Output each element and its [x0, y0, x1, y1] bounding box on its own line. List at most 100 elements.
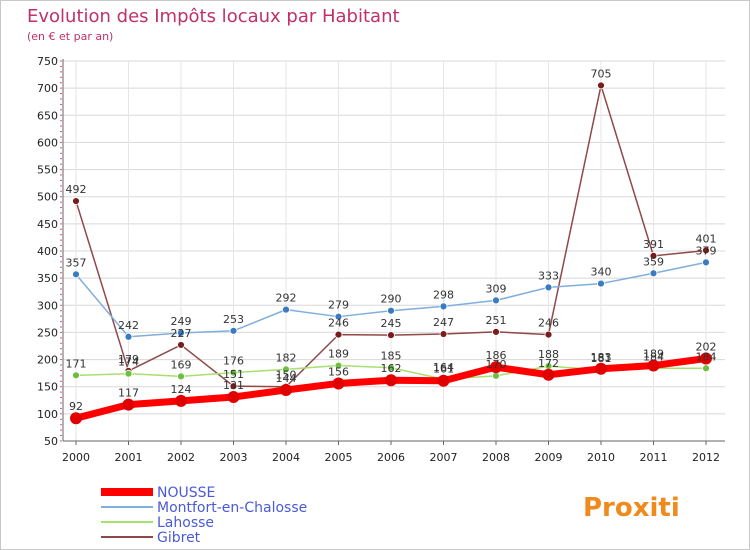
y-tick-label: 700	[37, 82, 58, 95]
data-point	[334, 312, 343, 321]
data-point	[649, 269, 658, 278]
data-label: 290	[381, 293, 402, 306]
data-point	[72, 371, 80, 380]
data-label: 401	[696, 232, 717, 245]
y-tick-label: 550	[37, 164, 58, 177]
y-tick-label: 750	[37, 55, 58, 68]
x-tick-label: 2010	[587, 451, 615, 464]
data-point	[702, 364, 710, 373]
data-label: 170	[486, 358, 507, 371]
data-point	[492, 327, 500, 336]
data-label: 249	[171, 315, 192, 328]
data-label: 245	[381, 317, 402, 330]
y-tick-label: 450	[37, 218, 58, 231]
data-label: 246	[538, 317, 559, 330]
data-point	[702, 258, 710, 267]
data-label: 179	[118, 353, 139, 366]
data-point	[387, 331, 395, 340]
chart-subtitle: (en € et par an)	[27, 30, 114, 43]
data-point	[175, 394, 187, 407]
legend-label: Montfort-en-Chalosse	[157, 500, 307, 516]
data-point	[282, 305, 290, 314]
data-label: 279	[328, 299, 349, 312]
data-point	[334, 361, 343, 370]
data-point	[280, 383, 292, 396]
data-label: 189	[643, 348, 664, 361]
data-label: 162	[381, 362, 402, 375]
data-label: 184	[643, 350, 664, 363]
y-tick-label: 100	[37, 408, 58, 421]
data-label: 251	[486, 314, 507, 327]
data-label: 340	[591, 266, 612, 279]
data-point	[385, 374, 397, 387]
logo-text: Proxiti	[583, 493, 680, 523]
data-point	[177, 372, 185, 381]
data-label: 151	[223, 368, 244, 381]
data-label: 298	[433, 288, 454, 301]
data-point	[437, 374, 450, 387]
data-point	[124, 332, 133, 341]
data-point	[387, 363, 395, 372]
x-tick-label: 2009	[535, 451, 563, 464]
data-label: 156	[328, 365, 349, 378]
chart-title: Evolution des Impôts locaux par Habitant	[27, 6, 400, 27]
data-point	[122, 398, 135, 411]
data-point	[702, 246, 710, 255]
data-point	[334, 330, 343, 339]
data-point	[124, 369, 133, 378]
data-label: 227	[171, 327, 192, 340]
data-point	[439, 330, 448, 338]
data-label: 333	[538, 269, 559, 282]
data-label: 92	[69, 400, 83, 413]
data-label: 357	[66, 256, 87, 269]
y-tick-label: 400	[37, 245, 58, 258]
data-point	[439, 302, 448, 311]
data-point	[387, 306, 395, 315]
x-tick-label: 2001	[115, 451, 143, 464]
data-point	[542, 368, 555, 381]
data-point	[72, 197, 80, 205]
data-label: 185	[381, 350, 402, 363]
x-tick-label: 2004	[272, 451, 300, 464]
data-point	[177, 329, 185, 337]
data-label: 247	[433, 316, 454, 329]
y-tick-label: 50	[44, 435, 58, 448]
data-label: 182	[276, 351, 297, 364]
y-tick-label: 250	[37, 326, 58, 339]
data-point	[72, 270, 80, 279]
y-tick-label: 150	[37, 381, 58, 394]
data-label: 181	[591, 352, 612, 365]
data-label: 705	[591, 67, 612, 80]
data-label: 183	[591, 351, 612, 364]
legend-label: Lahosse	[157, 515, 214, 531]
data-label: 391	[643, 238, 664, 251]
x-tick-label: 2006	[377, 451, 405, 464]
data-label: 189	[328, 348, 349, 361]
data-point	[649, 251, 658, 260]
x-tick-label: 2012	[692, 451, 720, 464]
data-point	[70, 412, 82, 425]
data-label: 246	[328, 317, 349, 330]
data-point	[332, 377, 345, 390]
data-label: 379	[696, 244, 717, 257]
y-tick-label: 600	[37, 136, 58, 149]
data-label: 171	[66, 357, 87, 370]
y-tick-label: 300	[37, 299, 58, 312]
y-tick-label: 650	[37, 109, 58, 122]
data-point	[490, 361, 502, 374]
data-label: 242	[118, 319, 139, 332]
data-point	[492, 371, 500, 380]
data-label: 172	[538, 357, 559, 370]
series-layer	[70, 81, 712, 425]
data-point	[544, 330, 553, 339]
data-point	[647, 359, 660, 372]
data-label: 174	[118, 356, 139, 369]
data-label: 492	[66, 183, 87, 196]
data-label: 124	[171, 383, 192, 396]
data-label: 186	[486, 349, 507, 362]
data-label: 169	[171, 358, 192, 371]
x-tick-label: 2000	[62, 451, 90, 464]
x-tick-label: 2002	[167, 451, 195, 464]
grid-lines	[63, 60, 725, 442]
